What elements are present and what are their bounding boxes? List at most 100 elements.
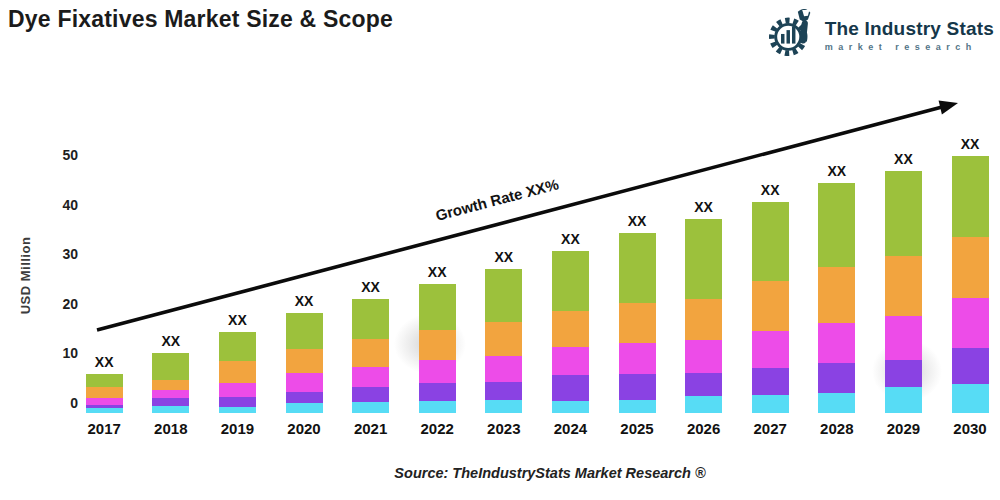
segment-3-magenta-2028 bbox=[818, 323, 855, 363]
segment-4-orange-2028 bbox=[818, 267, 855, 323]
segment-4-orange-2027 bbox=[752, 281, 789, 331]
segment-5-green-2019 bbox=[219, 332, 256, 361]
x-tick-2020: 2020 bbox=[273, 420, 335, 438]
stacked-bar-2029 bbox=[885, 171, 922, 413]
segment-4-orange-2025 bbox=[619, 303, 656, 342]
bar-value-label-2018: XX bbox=[149, 332, 193, 350]
segment-1-cyan-2022 bbox=[419, 401, 456, 413]
segment-1-cyan-2028 bbox=[818, 393, 855, 413]
x-tick-2025: 2025 bbox=[606, 420, 668, 438]
segment-4-orange-2018 bbox=[152, 380, 189, 390]
segment-5-green-2023 bbox=[485, 269, 522, 322]
y-tick-40: 40 bbox=[38, 196, 78, 214]
segment-5-green-2029 bbox=[885, 171, 922, 256]
bar-value-label-2025: XX bbox=[615, 212, 659, 230]
stacked-bar-2022 bbox=[419, 284, 456, 413]
segment-2-purple-2025 bbox=[619, 374, 656, 399]
bar-value-label-2021: XX bbox=[349, 278, 393, 296]
segment-2-purple-2018 bbox=[152, 398, 189, 406]
bar-value-label-2028: XX bbox=[815, 162, 859, 180]
segment-2-purple-2026 bbox=[685, 373, 722, 396]
stacked-bar-2019 bbox=[219, 332, 256, 413]
segment-5-green-2028 bbox=[818, 183, 855, 267]
segment-5-green-2017 bbox=[86, 374, 123, 387]
bar-value-label-2029: XX bbox=[881, 150, 925, 168]
x-tick-2024: 2024 bbox=[539, 420, 601, 438]
segment-5-green-2021 bbox=[352, 299, 389, 339]
x-tick-2022: 2022 bbox=[406, 420, 468, 438]
growth-rate-annotation: Growth Rate XX% bbox=[393, 165, 600, 235]
segment-5-green-2027 bbox=[752, 202, 789, 281]
stacked-bar-2021 bbox=[352, 299, 389, 413]
x-tick-2021: 2021 bbox=[340, 420, 402, 438]
x-tick-2027: 2027 bbox=[739, 420, 801, 438]
segment-4-orange-2024 bbox=[552, 311, 589, 347]
stacked-bar-2026 bbox=[685, 219, 722, 413]
bar-value-label-2024: XX bbox=[548, 230, 592, 248]
page-title: Dye Fixatives Market Size & Scope bbox=[8, 6, 393, 33]
segment-2-purple-2027 bbox=[752, 368, 789, 395]
segment-4-orange-2021 bbox=[352, 339, 389, 367]
bar-value-label-2026: XX bbox=[682, 198, 726, 216]
bar-value-label-2030: XX bbox=[948, 135, 992, 153]
y-tick-50: 50 bbox=[38, 146, 78, 164]
logo-brand-text: The Industry Stats bbox=[825, 18, 994, 40]
y-tick-20: 20 bbox=[38, 295, 78, 313]
segment-3-magenta-2025 bbox=[619, 343, 656, 375]
segment-3-magenta-2023 bbox=[485, 356, 522, 382]
stacked-bar-2018 bbox=[152, 353, 189, 413]
stacked-bar-2030 bbox=[952, 156, 989, 413]
segment-5-green-2026 bbox=[685, 219, 722, 298]
segment-3-magenta-2021 bbox=[352, 367, 389, 386]
segment-1-cyan-2020 bbox=[286, 403, 323, 413]
segment-5-green-2020 bbox=[286, 313, 323, 349]
bar-value-label-2017: XX bbox=[82, 353, 126, 371]
stacked-bar-2024 bbox=[552, 251, 589, 413]
segment-1-cyan-2030 bbox=[952, 384, 989, 413]
segment-2-purple-2029 bbox=[885, 360, 922, 386]
segment-1-cyan-2017 bbox=[86, 408, 123, 412]
stacked-bar-2017 bbox=[86, 374, 123, 413]
segment-3-magenta-2019 bbox=[219, 383, 256, 397]
segment-4-orange-2023 bbox=[485, 322, 522, 356]
segment-5-green-2030 bbox=[952, 156, 989, 237]
segment-4-orange-2017 bbox=[86, 387, 123, 397]
bar-value-label-2020: XX bbox=[282, 292, 326, 310]
segment-4-orange-2026 bbox=[685, 299, 722, 340]
stacked-bar-2020 bbox=[286, 313, 323, 413]
x-tick-2018: 2018 bbox=[140, 420, 202, 438]
stacked-bar-2027 bbox=[752, 202, 789, 413]
brand-logo: The Industry Stats market research bbox=[769, 8, 994, 62]
segment-4-orange-2030 bbox=[952, 237, 989, 298]
segment-1-cyan-2027 bbox=[752, 395, 789, 413]
y-axis-label: USD Million bbox=[18, 215, 33, 337]
segment-5-green-2025 bbox=[619, 233, 656, 303]
segment-4-orange-2022 bbox=[419, 330, 456, 360]
segment-3-magenta-2030 bbox=[952, 298, 989, 348]
segment-4-orange-2019 bbox=[219, 361, 256, 383]
y-tick-10: 10 bbox=[38, 344, 78, 362]
segment-3-magenta-2026 bbox=[685, 340, 722, 373]
segment-5-green-2022 bbox=[419, 284, 456, 330]
segment-2-purple-2028 bbox=[818, 363, 855, 392]
segment-3-magenta-2018 bbox=[152, 390, 189, 398]
stacked-bar-2028 bbox=[818, 183, 855, 413]
bar-value-label-2027: XX bbox=[748, 181, 792, 199]
segment-3-magenta-2017 bbox=[86, 398, 123, 405]
segment-1-cyan-2018 bbox=[152, 406, 189, 413]
logo-tagline-text: market research bbox=[825, 42, 994, 52]
segment-4-orange-2029 bbox=[885, 256, 922, 316]
segment-3-magenta-2027 bbox=[752, 331, 789, 368]
segment-3-magenta-2020 bbox=[286, 373, 323, 391]
segment-1-cyan-2021 bbox=[352, 402, 389, 413]
segment-2-purple-2030 bbox=[952, 348, 989, 384]
x-tick-2030: 2030 bbox=[939, 420, 1000, 438]
y-tick-0: 0 bbox=[38, 394, 78, 412]
source-attribution: Source: TheIndustryStats Market Research… bbox=[100, 465, 1000, 481]
x-tick-2026: 2026 bbox=[673, 420, 735, 438]
segment-2-purple-2020 bbox=[286, 392, 323, 403]
chart-canvas: Dye Fixatives Market Size & Scope The In… bbox=[0, 0, 1000, 500]
segment-1-cyan-2029 bbox=[885, 387, 922, 413]
segment-1-cyan-2019 bbox=[219, 407, 256, 413]
segment-2-purple-2023 bbox=[485, 382, 522, 400]
